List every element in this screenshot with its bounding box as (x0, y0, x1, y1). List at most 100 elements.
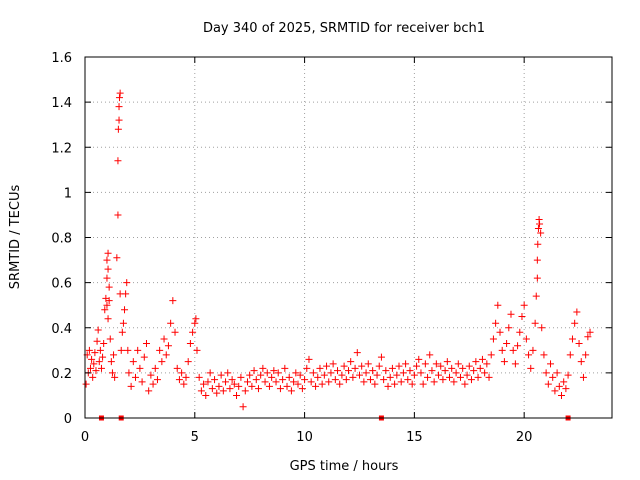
data-point (531, 319, 539, 327)
data-point (95, 358, 103, 366)
data-point (100, 340, 108, 348)
data-point (103, 256, 111, 264)
data-point (195, 373, 203, 381)
data-point (294, 380, 302, 388)
grid (85, 57, 612, 418)
data-point (173, 364, 181, 372)
data-point (101, 306, 109, 314)
data-point (132, 373, 140, 381)
data-point (472, 358, 480, 366)
data-point (415, 355, 423, 363)
data-point (536, 220, 544, 228)
data-point (97, 364, 105, 372)
data-point (476, 364, 484, 372)
x-tick-label: 15 (406, 430, 423, 445)
data-point (529, 346, 537, 354)
data-point (358, 362, 366, 370)
data-point (104, 265, 112, 273)
data-point (226, 385, 234, 393)
data-point (338, 371, 346, 379)
data-point (96, 346, 104, 354)
data-point (111, 373, 119, 381)
data-point (582, 351, 590, 359)
data-point (547, 360, 555, 368)
data-point (573, 308, 581, 316)
data-point (318, 380, 326, 388)
data-point (117, 346, 125, 354)
data-point (555, 382, 563, 390)
data-point (364, 360, 372, 368)
data-point (393, 371, 401, 379)
data-point (167, 319, 175, 327)
data-point (448, 364, 456, 372)
data-point (360, 378, 368, 386)
data-point (138, 378, 146, 386)
data-point (537, 229, 545, 237)
data-point (562, 385, 570, 393)
data-point (373, 371, 381, 379)
data-point (525, 351, 533, 359)
data-point (180, 380, 188, 388)
data-point (175, 376, 183, 384)
data-point (487, 351, 495, 359)
data-point (118, 328, 126, 336)
data-point (465, 362, 473, 370)
data-point (88, 355, 96, 363)
data-point (261, 378, 269, 386)
data-point (99, 353, 107, 361)
data-point (298, 385, 306, 393)
data-point (114, 157, 122, 165)
data-point (331, 376, 339, 384)
data-point (252, 376, 260, 384)
data-point (197, 387, 205, 395)
data-point (413, 362, 421, 370)
data-point (114, 211, 122, 219)
data-point (123, 279, 131, 287)
data-point (417, 369, 425, 377)
data-point (285, 373, 293, 381)
data-point (533, 274, 541, 282)
data-point (549, 373, 557, 381)
data-point (327, 369, 335, 377)
data-point (119, 319, 127, 327)
data-point (564, 371, 572, 379)
data-point (184, 358, 192, 366)
data-point (503, 340, 511, 348)
data-point (419, 380, 427, 388)
data-point (557, 391, 565, 399)
y-tick-label: 0.2 (51, 367, 72, 382)
data-point (386, 373, 394, 381)
data-point (224, 369, 232, 377)
data-point (115, 103, 123, 111)
data-point (270, 367, 278, 375)
data-point (217, 371, 225, 379)
data-point (518, 312, 526, 320)
data-point (314, 373, 322, 381)
data-point (200, 380, 208, 388)
data-point (384, 382, 392, 390)
data-point (153, 376, 161, 384)
data-point (329, 360, 337, 368)
data-point (325, 378, 333, 386)
data-point (351, 364, 359, 372)
data-point (292, 369, 300, 377)
data-point (182, 373, 190, 381)
data-point (296, 371, 304, 379)
data-point (202, 391, 210, 399)
data-point (259, 364, 267, 372)
data-point (426, 351, 434, 359)
data-point (584, 333, 592, 341)
data-point (432, 360, 440, 368)
data-point (147, 371, 155, 379)
data-point (347, 358, 355, 366)
data-point (505, 324, 513, 332)
data-point (105, 297, 113, 305)
data-point (254, 385, 262, 393)
data-point (323, 362, 331, 370)
data-point (461, 380, 469, 388)
data-point (402, 360, 410, 368)
data-point (250, 367, 258, 375)
data-point (108, 369, 116, 377)
data-point (500, 358, 508, 366)
data-point (105, 283, 113, 291)
